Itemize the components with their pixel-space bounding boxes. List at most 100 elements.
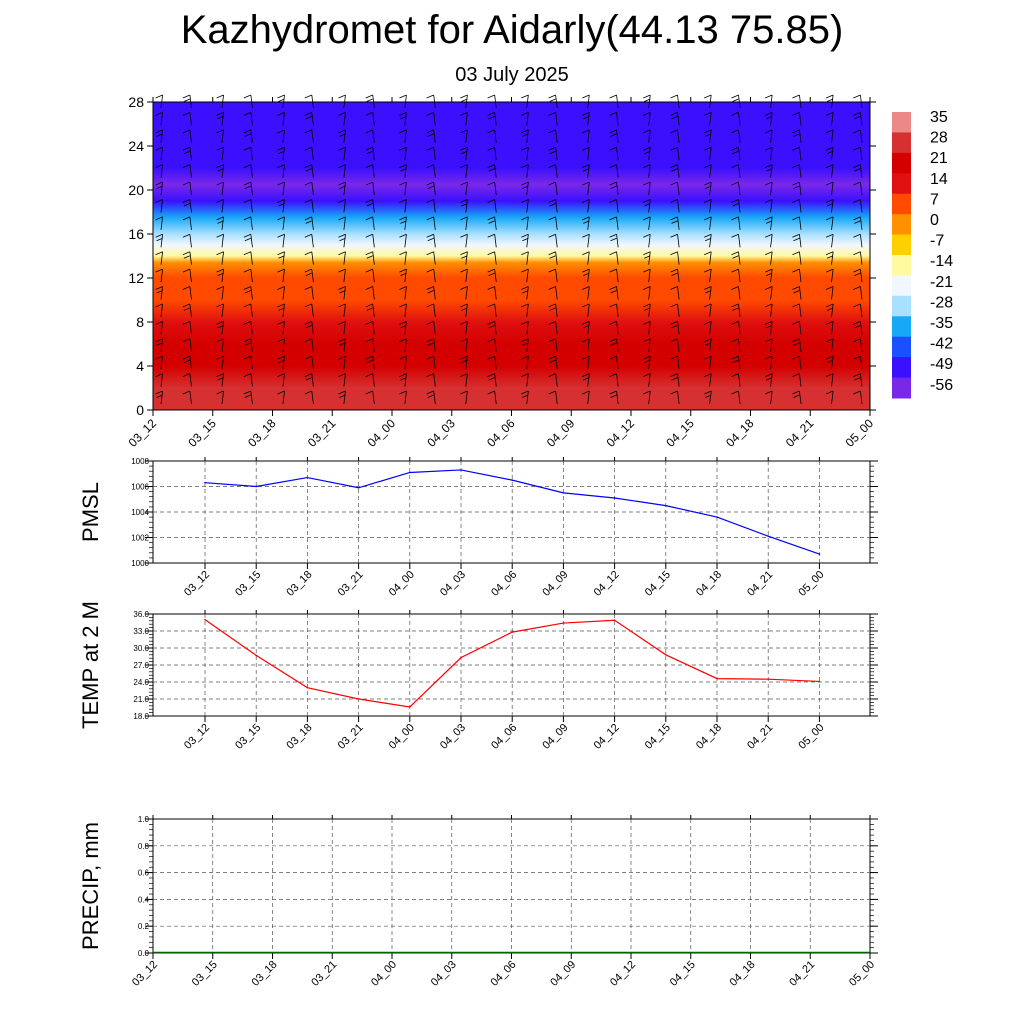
heatmap-y-tick: 0 — [136, 402, 144, 418]
temp-y-tick: 33.0 — [133, 627, 149, 636]
temp-point — [767, 678, 769, 680]
chart-subtitle: 03 July 2025 — [455, 64, 569, 86]
heatmap-y-tick: 12 — [128, 270, 144, 286]
pmsl-point — [562, 492, 565, 494]
precip-x-tick: 04_12 — [608, 959, 638, 989]
temp-x-tick: 04_15 — [643, 722, 673, 752]
precip-x-tick: 03_15 — [190, 959, 220, 989]
pmsl-x-tick: 04_00 — [387, 569, 417, 599]
precip-grid: 0.0 0.2 0.4 0.6 0.8 1.0 — [138, 815, 878, 958]
temp-x-tick: 03_18 — [284, 722, 314, 752]
colorbar-segment — [892, 357, 911, 379]
temp-y-tick: 18.0 — [133, 712, 149, 721]
pmsl-point — [204, 481, 206, 484]
colorbar-label: -42 — [930, 336, 953, 353]
heatmap-x-tick: 05_00 — [843, 416, 877, 450]
temp-y-tick: 36.0 — [133, 610, 149, 619]
colorbar-label: 0 — [930, 212, 939, 229]
colorbar-segment — [892, 193, 911, 215]
colorbar-segment — [892, 132, 911, 154]
temp-x-tick: 05_00 — [796, 722, 826, 752]
heatmap-y-tick: 4 — [136, 358, 144, 374]
heatmap-y-tick: 8 — [136, 314, 144, 330]
pmsl-point — [716, 516, 718, 518]
temp-y-tick: 21.0 — [133, 695, 149, 704]
temp-x-tick: 03_12 — [182, 722, 212, 752]
precip-x-tick: 04_00 — [369, 959, 399, 989]
pmsl-x-tick: 04_18 — [694, 569, 724, 599]
temp-point — [204, 618, 206, 621]
heatmap-x-tick: 04_09 — [544, 416, 578, 450]
temp-y-tick: 24.0 — [133, 678, 149, 687]
colorbar-label: 28 — [930, 130, 948, 147]
colorbar-segment — [892, 234, 911, 256]
heatmap-x-tick: 03_12 — [126, 416, 160, 450]
colorbar-segment — [892, 112, 911, 133]
pmsl-point — [767, 535, 769, 538]
pmsl-x-tick: 04_03 — [438, 569, 468, 599]
colorbar-segment — [892, 152, 911, 174]
temp-y-tick: 30.0 — [133, 644, 149, 653]
pmsl-y-tick: 1004 — [131, 508, 149, 517]
precip-x-axis: 03_12 03_15 03_18 03_21 04_00 04_03 04_06 04_09… — [130, 815, 877, 989]
colorbar-label: -56 — [930, 377, 953, 394]
temp-y-label: TEMP at 2 M — [78, 601, 103, 729]
pmsl-x-tick: 04_15 — [643, 569, 673, 599]
colorbar-label: -21 — [930, 274, 953, 291]
colorbar-label: 21 — [930, 150, 948, 167]
heatmap-y-tick: 24 — [128, 138, 144, 154]
colorbar-segment — [892, 295, 911, 317]
heatmap-y-tick: 28 — [128, 94, 144, 110]
colorbar-label: 35 — [930, 109, 948, 126]
pmsl-grid: 1000 1002 1004 1006 1008 — [131, 457, 878, 568]
precip-y-label: PRECIP, mm — [78, 822, 103, 950]
precip-x-tick: 03_21 — [309, 959, 339, 989]
precip-y-tick: 0.8 — [138, 842, 150, 851]
pmsl-point — [306, 476, 309, 479]
colorbar-label: -7 — [930, 233, 944, 250]
temp-x-tick: 04_18 — [694, 722, 724, 752]
colorbar-segment — [892, 214, 911, 236]
colorbar-label: -35 — [930, 315, 953, 332]
heatmap-y-tick: 20 — [128, 182, 144, 198]
heatmap-x-tick: 04_15 — [663, 416, 697, 450]
colorbar-segment — [892, 255, 911, 276]
precip-y-tick: 0.0 — [138, 949, 150, 958]
temp-x-tick: 04_21 — [745, 722, 775, 752]
precip-x-tick: 05_00 — [847, 959, 877, 989]
precip-x-tick: 04_03 — [429, 959, 459, 989]
temp-point — [665, 654, 667, 656]
temp-point — [716, 677, 718, 680]
colorbar-label: -14 — [930, 253, 953, 270]
heatmap-x-tick: 03_21 — [305, 416, 339, 450]
heatmap-x-tick: 03_18 — [245, 416, 279, 450]
temp-point — [409, 706, 411, 708]
colorbar-label: 14 — [930, 171, 948, 188]
colorbar-label: -28 — [930, 294, 953, 311]
pmsl-y-tick: 1000 — [131, 559, 149, 568]
pmsl-x-tick: 03_21 — [336, 569, 366, 599]
pmsl-points — [204, 469, 821, 555]
heatmap-x-tick: 04_21 — [783, 416, 817, 450]
colorbar-segment — [892, 316, 911, 338]
temp-point — [613, 619, 616, 622]
temp-x-tick: 04_03 — [438, 722, 468, 752]
temp-y-tick: 27.0 — [133, 661, 149, 670]
pmsl-y-label: PMSL — [78, 482, 103, 542]
temp-x-tick: 04_06 — [489, 722, 519, 752]
precip-x-tick: 04_15 — [668, 959, 698, 989]
pmsl-point — [818, 553, 821, 555]
pmsl-point — [409, 471, 411, 474]
precip-x-tick: 03_12 — [130, 959, 160, 989]
precip-x-tick: 04_18 — [728, 959, 758, 989]
colorbar-label: -49 — [930, 356, 953, 373]
heatmap-x-tick: 04_18 — [723, 416, 757, 450]
colorbar-segment — [892, 275, 911, 297]
precip-y-tick: 1.0 — [138, 815, 150, 824]
temp-x-tick: 03_15 — [233, 722, 263, 752]
temp-x-tick: 03_21 — [336, 722, 366, 752]
colorbar-segment — [892, 377, 911, 399]
chart-title: Kazhydromet for Aidarly(44.13 75.85) — [180, 8, 844, 52]
colorbar-segment — [892, 173, 911, 195]
